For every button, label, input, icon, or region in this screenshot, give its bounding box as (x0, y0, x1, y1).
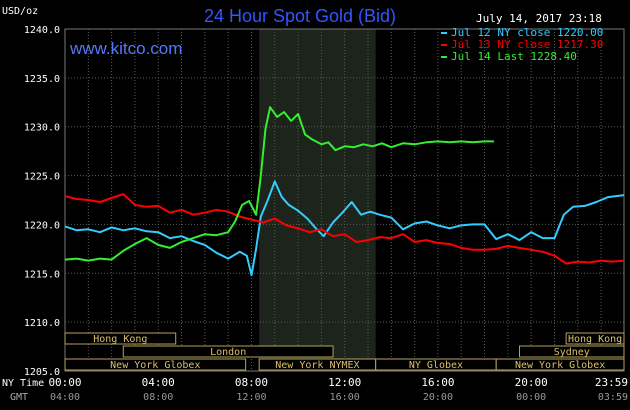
y-tick-label: 1210.0 (24, 318, 60, 329)
session-bar (519, 345, 625, 358)
x-tick-label-gmt: 20:00 (423, 392, 453, 403)
nymex-session-highlight (259, 29, 376, 371)
y-axis-label: USD/oz (2, 6, 38, 17)
y-tick-label: 1220.0 (24, 220, 60, 231)
x-tick-label-ny: 20:00 (515, 376, 548, 389)
y-tick-label: 1240.0 (24, 25, 60, 36)
x-tick-label-ny: 16:00 (421, 376, 454, 389)
session-bar (64, 332, 177, 345)
x-tick-label-ny: 04:00 (142, 376, 175, 389)
series-line-2 (64, 193, 625, 265)
series-line-3 (64, 106, 494, 262)
x-tick-label-gmt: 03:59 (598, 392, 628, 403)
x-tick-label-gmt: 12:00 (236, 392, 266, 403)
session-bar (64, 358, 247, 371)
y-tick-label: 1235.0 (24, 74, 60, 85)
session-label: NY Globex (409, 360, 463, 371)
timestamp: July 14, 2017 23:18 (476, 12, 602, 25)
y-tick-label: 1230.0 (24, 123, 60, 134)
series-line-1 (64, 180, 625, 277)
x-tick-label-ny: 00:00 (48, 376, 81, 389)
y-tick-label: 1225.0 (24, 172, 60, 183)
x-tick-label-ny: 23:59 (595, 376, 628, 389)
x-tick-label-gmt: 08:00 (143, 392, 173, 403)
y-tick-label: 1215.0 (24, 269, 60, 280)
x-tick-label-ny: 08:00 (235, 376, 268, 389)
x-axis-ny-label: NY Time (2, 378, 44, 389)
x-tick-label-gmt: 00:00 (516, 392, 546, 403)
legend-entry: Jul 13 NY close 1217.30 (451, 38, 603, 51)
session-label: Hong Kong (93, 334, 147, 345)
x-tick-label-gmt: 16:00 (330, 392, 360, 403)
session-bar (495, 358, 625, 371)
x-tick-label-ny: 12:00 (328, 376, 361, 389)
legend-entry: Jul 12 NY close 1220.00 (451, 26, 603, 39)
session-label: London (210, 347, 246, 358)
session-label: Hong Kong (568, 334, 622, 345)
session-bar (122, 345, 334, 358)
session-label: New York Globex (515, 360, 605, 371)
session-label: Sydney (554, 347, 590, 358)
watermark-url: www.kitco.com (69, 39, 182, 58)
x-tick-label-gmt: 04:00 (50, 392, 80, 403)
x-axis-gmt-label: GMT (10, 392, 28, 403)
y-tick-label: 1205.0 (24, 367, 60, 378)
plot-frame (64, 28, 625, 372)
legend-entry: Jul 14 Last 1228.40 (451, 50, 577, 63)
session-bar (565, 332, 625, 345)
session-label: New York NYMEX (275, 360, 359, 371)
chart-title: 24 Hour Spot Gold (Bid) (204, 6, 396, 26)
session-label: New York Globex (110, 360, 200, 371)
